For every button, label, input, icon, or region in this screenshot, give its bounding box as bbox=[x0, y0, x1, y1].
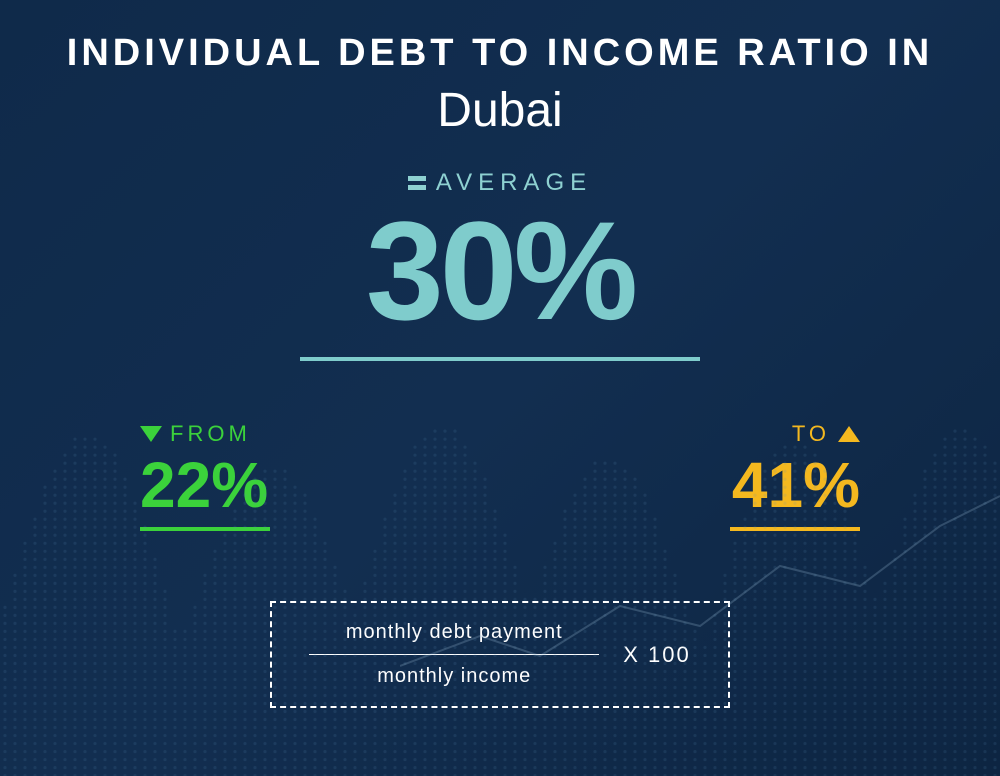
fraction-line bbox=[309, 654, 599, 655]
formula-fraction: monthly debt payment monthly income bbox=[309, 621, 599, 688]
to-label: TO bbox=[792, 421, 830, 447]
title-line2: Dubai bbox=[0, 83, 1000, 138]
from-label: FROM bbox=[170, 421, 251, 447]
from-block: FROM 22% bbox=[140, 421, 270, 531]
to-block: TO 41% bbox=[730, 421, 860, 531]
equals-icon bbox=[408, 176, 426, 190]
range-row: FROM 22% TO 41% bbox=[0, 421, 1000, 531]
average-value: 30% bbox=[0, 201, 1000, 341]
formula-denominator: monthly income bbox=[377, 665, 531, 688]
average-underline bbox=[300, 357, 700, 361]
formula-multiplier: X 100 bbox=[623, 642, 691, 668]
formula-box: monthly debt payment monthly income X 10… bbox=[270, 601, 730, 708]
arrow-up-icon bbox=[838, 426, 860, 442]
to-value: 41% bbox=[730, 453, 860, 517]
arrow-down-icon bbox=[140, 426, 162, 442]
from-underline bbox=[140, 527, 270, 531]
formula-numerator: monthly debt payment bbox=[346, 621, 563, 644]
average-block: AVERAGE 30% bbox=[0, 168, 1000, 361]
to-underline bbox=[730, 527, 860, 531]
from-value: 22% bbox=[140, 453, 270, 517]
title-line1: INDIVIDUAL DEBT TO INCOME RATIO IN bbox=[0, 0, 1000, 75]
